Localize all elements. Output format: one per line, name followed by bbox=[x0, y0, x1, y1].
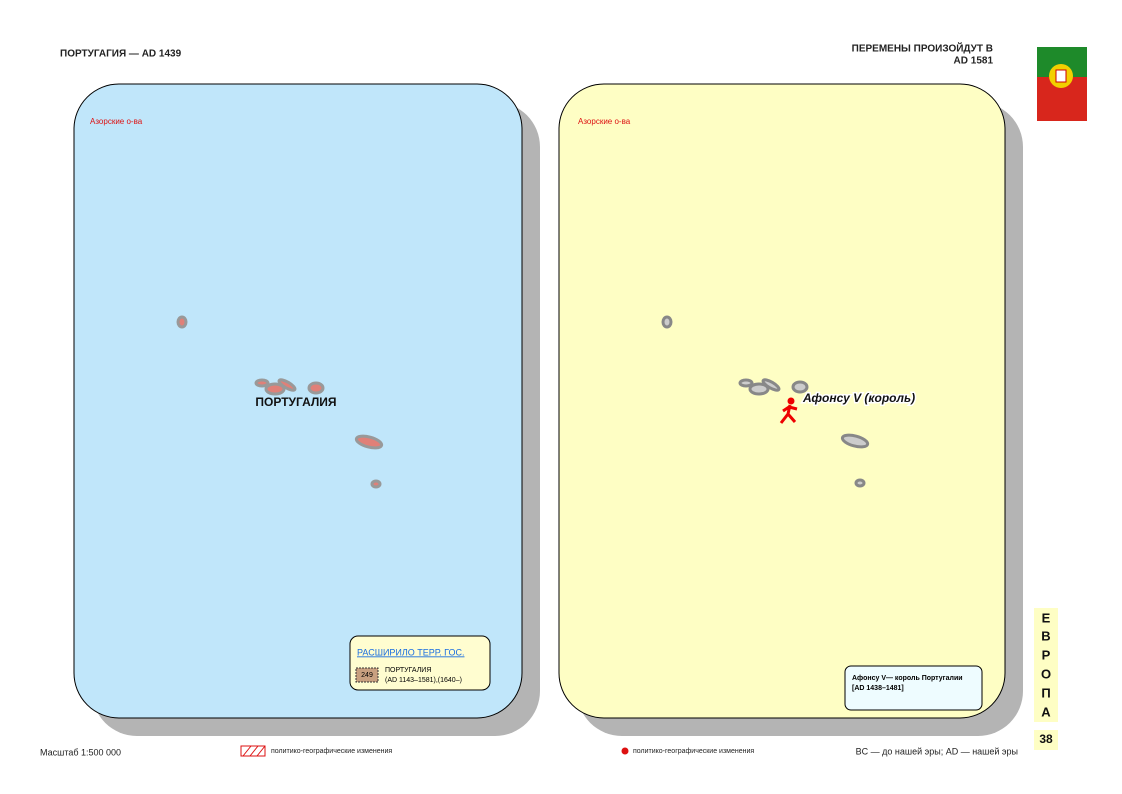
legend-heading[interactable]: РАСШИРИЛО ТЕРР. ГОС. bbox=[357, 647, 464, 657]
legend-dates: (AD 1143–1581),(1640–) bbox=[385, 677, 462, 684]
section-letter: Р bbox=[1042, 647, 1051, 662]
map-panel bbox=[558, 83, 1006, 719]
era-note: BC — до нашей эры; AD — нашей эры bbox=[856, 746, 1018, 756]
page-title: ПОРТУГАГИЯ — AD 1439 bbox=[60, 49, 182, 60]
islands bbox=[661, 315, 870, 488]
country-label: ПОРТУГАЛИЯ bbox=[255, 395, 336, 409]
map-panel bbox=[73, 83, 523, 719]
page-number-box bbox=[1034, 730, 1058, 750]
section-letter: П bbox=[1041, 685, 1050, 700]
legend-badge: 249 bbox=[361, 672, 373, 679]
legend-name: ПОРТУГАЛИЯ bbox=[385, 667, 431, 674]
footer-legend: политико-географические изменения bbox=[271, 748, 392, 755]
scale: Масштаб 1:500 000 bbox=[40, 747, 121, 757]
section-letter: А bbox=[1041, 704, 1051, 719]
page-number: 38 bbox=[1039, 732, 1053, 746]
hatch bbox=[242, 745, 266, 757]
ruler-label: Афонсу V (король) bbox=[802, 391, 915, 405]
flag bbox=[1037, 47, 1087, 121]
islands bbox=[176, 315, 384, 489]
region-label: Азорские о-ва bbox=[578, 117, 631, 126]
section-letter: О bbox=[1041, 666, 1051, 681]
note-box bbox=[844, 665, 983, 711]
section-letter: Е bbox=[1042, 610, 1051, 625]
region-label: Азорские о-ва bbox=[90, 117, 143, 126]
section-box bbox=[1034, 608, 1058, 722]
note-text: Афонсу V— король Португалии bbox=[852, 675, 963, 682]
legend-box bbox=[349, 635, 491, 691]
section-letter: В bbox=[1041, 628, 1050, 643]
change-note: ПЕРЕМЕНЫ ПРОИЗОЙДУТ В bbox=[852, 42, 993, 55]
footer-legend: политико-географические изменения bbox=[633, 748, 754, 755]
note-text: [AD 1438–1481] bbox=[852, 685, 904, 692]
legend-swatch bbox=[355, 667, 379, 683]
change-year: AD 1581 bbox=[954, 56, 994, 67]
ruler-icon bbox=[779, 397, 798, 424]
legend-swatch bbox=[240, 745, 266, 757]
legend-dot bbox=[621, 747, 629, 755]
